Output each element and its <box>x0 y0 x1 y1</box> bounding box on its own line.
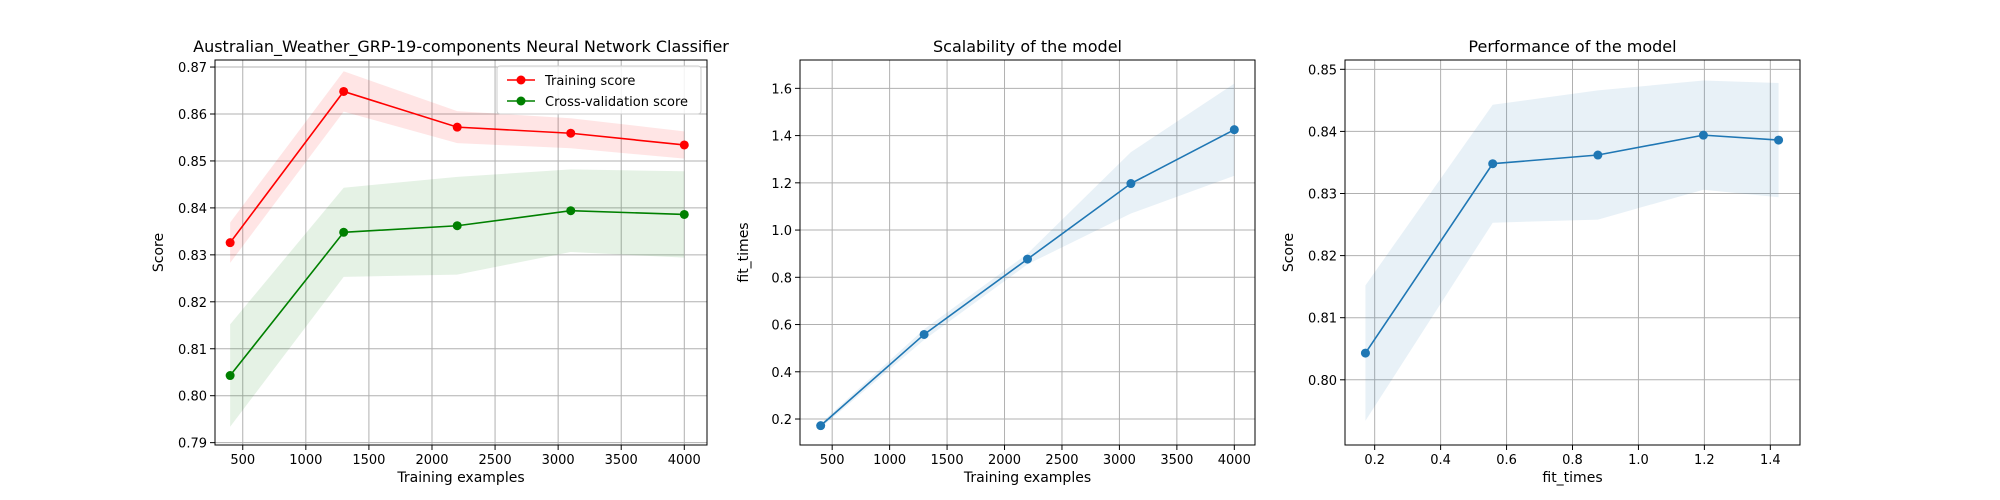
data-point <box>225 238 235 248</box>
y-tick-label: 1.6 <box>771 82 792 97</box>
data-point <box>339 227 349 237</box>
confidence-band-1 <box>230 71 685 263</box>
y-tick-label: 0.86 <box>178 108 207 123</box>
x-tick-label: 3000 <box>1103 453 1136 468</box>
chart-title: Performance of the model <box>1468 37 1676 56</box>
confidence-band-1 <box>1365 80 1779 421</box>
x-tick-label: 2500 <box>1045 453 1078 468</box>
legend-marker-2 <box>516 96 526 106</box>
y-tick-label: 1.0 <box>771 224 792 239</box>
plot-frame <box>799 59 1256 446</box>
x-tick-label: 4000 <box>1218 453 1251 468</box>
y-tick-label: 0.8 <box>771 271 792 286</box>
data-point <box>225 371 235 381</box>
x-tick-label: 1.4 <box>1760 453 1781 468</box>
y-tick-label: 0.81 <box>1308 312 1337 327</box>
data-point <box>1774 135 1784 145</box>
x-tick-label: 1500 <box>352 453 385 468</box>
x-tick-label: 3500 <box>1160 453 1193 468</box>
y-tick-label: 0.4 <box>771 366 792 381</box>
data-point <box>452 122 462 132</box>
data-point <box>339 86 349 96</box>
chart-panel-3: 0.2 0.4 0.6 0.8 1.0 1.2 1.4 0.80 0.81 0.82 0.83 0.8… <box>1281 37 1801 486</box>
data-point <box>566 128 576 138</box>
legend-label-2: Cross-validation score <box>545 95 688 110</box>
y-tick-label: 0.81 <box>178 343 207 358</box>
legend-marker-1 <box>516 75 526 85</box>
chart-panel-1: 500 1000 1500 2000 2500 3000 3500 4000 0.79 0.80 0… <box>151 37 729 486</box>
x-axis-label: Training examples <box>396 470 524 486</box>
y-tick-label: 0.6 <box>771 319 792 334</box>
y-axis-label: fit_times <box>736 222 752 282</box>
x-axis-label: Training examples <box>963 470 1091 486</box>
x-tick-label: 1000 <box>289 453 322 468</box>
y-tick-label: 0.85 <box>178 155 207 170</box>
x-tick-label: 2000 <box>988 453 1021 468</box>
y-tick-label: 0.80 <box>178 390 207 405</box>
data-point <box>679 209 689 219</box>
x-tick-label: 4000 <box>668 453 701 468</box>
legend-box <box>496 65 702 115</box>
data-point <box>1360 348 1370 358</box>
x-tick-label: 3500 <box>605 453 638 468</box>
y-axis-label: Score <box>151 233 167 272</box>
y-tick-label: 0.87 <box>178 61 207 76</box>
x-axis-label: fit_times <box>1542 470 1602 486</box>
data-point <box>816 421 826 431</box>
data-point <box>452 221 462 231</box>
y-tick-label: 0.84 <box>1308 125 1337 140</box>
data-point <box>679 140 689 150</box>
y-tick-label: 1.2 <box>771 177 792 192</box>
x-tick-label: 0.2 <box>1364 453 1385 468</box>
y-tick-label: 0.83 <box>178 249 207 264</box>
chart-panel-2: 500 1000 1500 2000 2500 3000 3500 4000 0.2 0.4 0.6… <box>736 37 1256 486</box>
legend-label-1: Training score <box>544 74 635 89</box>
data-point <box>1023 254 1032 264</box>
x-tick-label: 2500 <box>479 453 512 468</box>
data-point <box>1698 130 1708 140</box>
y-tick-label: 0.79 <box>178 437 207 452</box>
legend: Training score Cross-validation score <box>496 65 702 115</box>
x-tick-label: 3000 <box>542 453 575 468</box>
y-tick-label: 0.83 <box>1308 188 1337 203</box>
y-tick-label: 0.84 <box>178 202 207 217</box>
data-point <box>1593 150 1603 160</box>
y-tick-label: 0.82 <box>1308 250 1337 265</box>
plot-frame <box>214 59 708 446</box>
data-point <box>1126 179 1136 189</box>
x-tick-label: 1.0 <box>1628 453 1649 468</box>
data-point <box>566 206 576 216</box>
data-point <box>1488 159 1498 169</box>
x-tick-label: 1000 <box>873 453 906 468</box>
x-tick-label: 2000 <box>415 453 448 468</box>
y-tick-label: 1.4 <box>771 130 792 145</box>
x-tick-label: 1500 <box>931 453 964 468</box>
y-tick-label: 0.85 <box>1308 63 1337 78</box>
y-tick-label: 0.2 <box>771 413 792 428</box>
y-axis-label: Score <box>1281 233 1297 272</box>
chart-title: Australian_Weather_GRP-19-components Neu… <box>193 37 729 57</box>
y-tick-label: 0.80 <box>1308 374 1337 389</box>
data-point <box>1229 125 1239 135</box>
x-tick-label: 0.4 <box>1430 453 1451 468</box>
data-point <box>919 329 929 339</box>
x-tick-label: 0.6 <box>1496 453 1517 468</box>
x-tick-label: 1.2 <box>1694 453 1715 468</box>
y-tick-label: 0.82 <box>178 296 207 311</box>
x-tick-label: 500 <box>230 453 255 468</box>
x-tick-label: 0.8 <box>1562 453 1583 468</box>
x-tick-label: 500 <box>820 453 845 468</box>
chart-title: Scalability of the model <box>933 37 1122 56</box>
